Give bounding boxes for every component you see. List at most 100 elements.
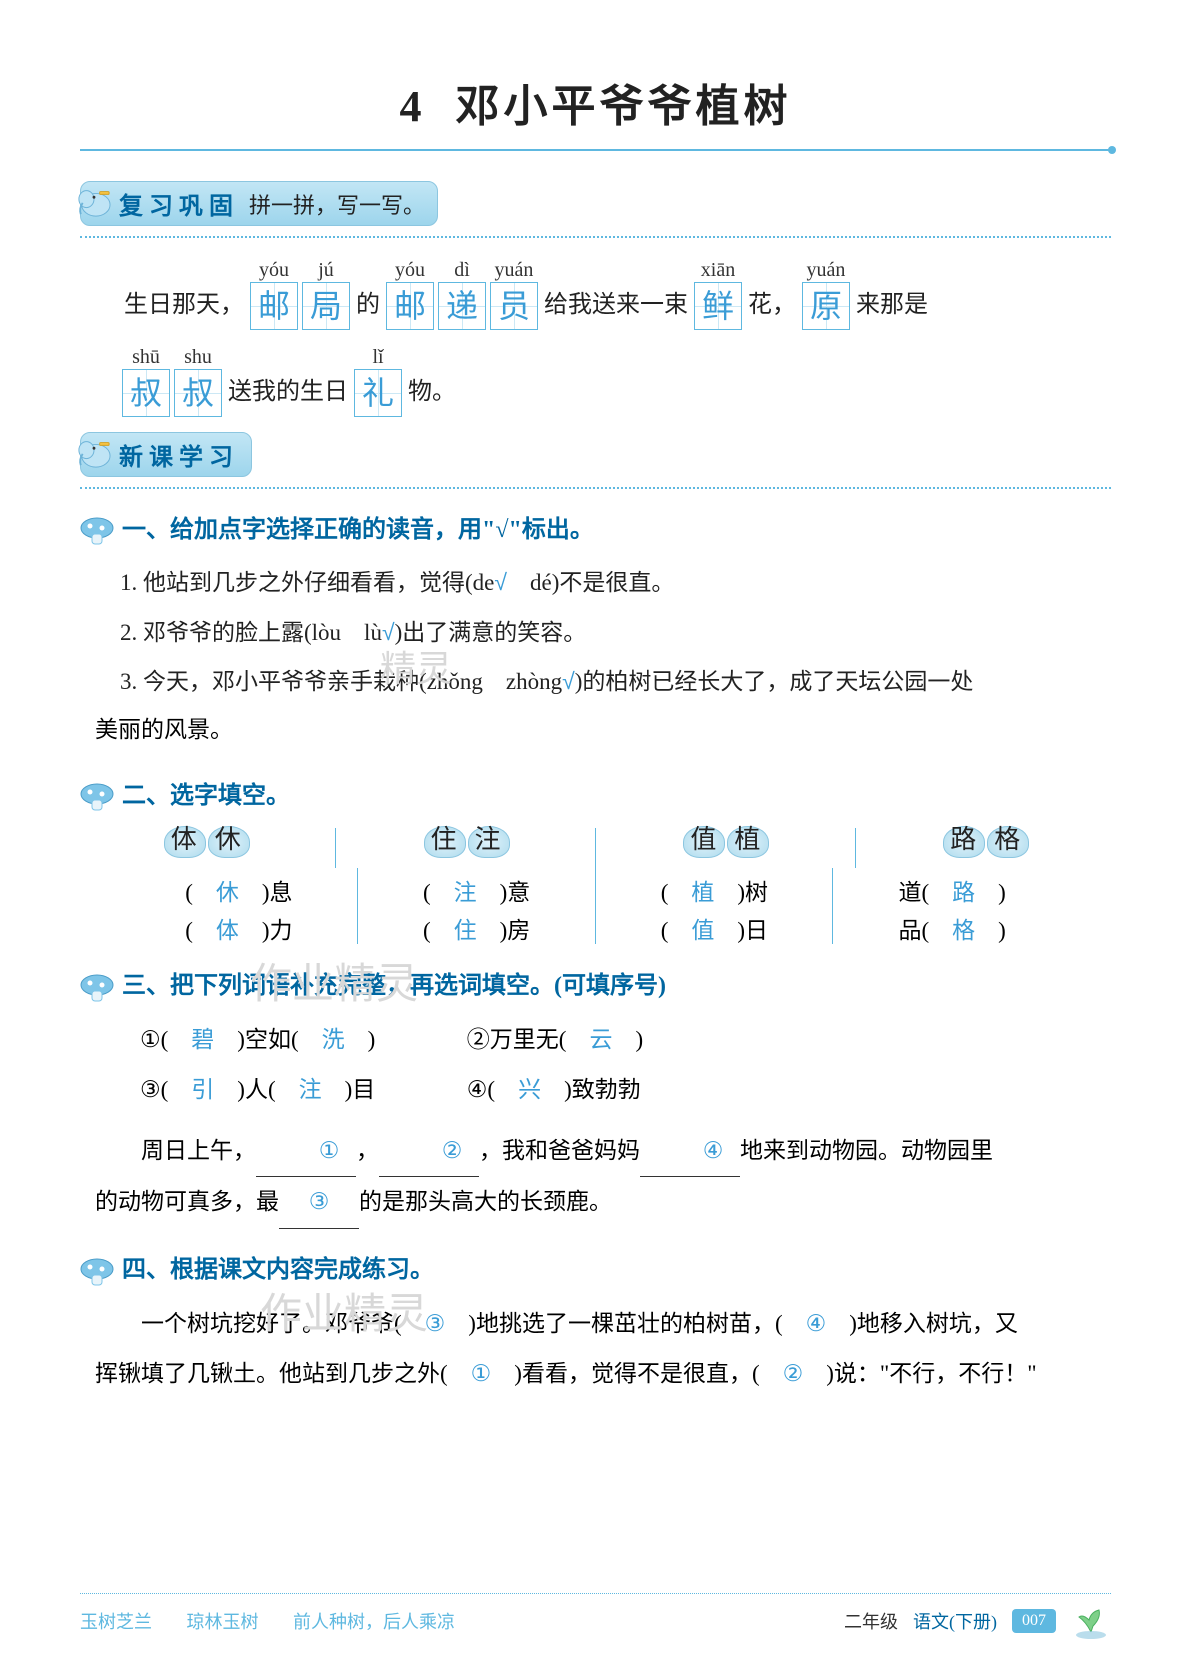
page-footer: 玉树芝兰 琼林玉树 前人种树，后人乘凉 二年级 语文(下册) 007 bbox=[80, 1593, 1111, 1640]
q2-title: 二、选字填空。 bbox=[80, 775, 1111, 812]
fill-item: ( 注 )意 bbox=[358, 873, 596, 907]
char-answer: 递 bbox=[438, 282, 486, 330]
q1-item: 2. 邓爷爷的脸上露(lòu lù√)出了满意的笑容。 bbox=[120, 608, 1111, 657]
q2-choices: 体 休 住 注 值 植 路 格 bbox=[120, 824, 1071, 868]
mushroom-icon bbox=[80, 1257, 114, 1287]
idiom-answer: 碧 bbox=[191, 1027, 214, 1052]
footer-idiom: 前人种树，后人乘凉 bbox=[293, 1612, 455, 1632]
footer-subject: 语文(下册) bbox=[913, 1608, 997, 1634]
fill-item: ( 值 )日 bbox=[596, 911, 834, 945]
page-number: 007 bbox=[1012, 1609, 1056, 1633]
leaf-icon: 注 bbox=[468, 824, 508, 860]
pinyin: yuán bbox=[490, 258, 538, 282]
text-part: 生日那天， bbox=[124, 280, 244, 330]
lesson-number: 4 bbox=[400, 81, 422, 132]
review-tag: 复习巩固 拼一拼，写一写。 bbox=[80, 181, 438, 226]
pinyin: yuán bbox=[802, 258, 850, 282]
review-sentence-1: 生日那天， yóu 邮 jú 局 的 yóu 邮 dì 递 yuán 员 给我送… bbox=[120, 258, 1111, 330]
choice-pair: 体 休 bbox=[164, 824, 248, 868]
fill-answer: ④ bbox=[806, 1311, 827, 1336]
vertical-divider bbox=[855, 828, 856, 868]
fill-answer: 体 bbox=[216, 918, 239, 943]
new-study-section: 新课学习 bbox=[80, 432, 1111, 489]
text-part: 送我的生日 bbox=[228, 367, 348, 417]
char-answer: 礼 bbox=[354, 369, 402, 417]
q1-title: 一、给加点字选择正确的读音，用"√"标出。 bbox=[80, 509, 1111, 546]
idiom-answer: 兴 bbox=[518, 1077, 541, 1102]
q-title-text: 一、给加点字选择正确的读音，用"√"标出。 bbox=[122, 517, 594, 543]
q3-para-line2: 的动物可真多，最③的是那头高大的长颈鹿。 bbox=[95, 1177, 1096, 1229]
q2-row2: ( 体 )力 ( 住 )房 ( 值 )日 品( 格 ) bbox=[120, 911, 1071, 945]
choice-pair: 住 注 bbox=[424, 824, 508, 868]
text-part: 的 bbox=[356, 280, 380, 330]
leaf-icon: 植 bbox=[727, 824, 767, 860]
fill-item: 品( 格 ) bbox=[833, 911, 1071, 945]
word-box: shu 叔 bbox=[174, 345, 222, 417]
fill-answer: 休 bbox=[216, 880, 239, 905]
pinyin: dì bbox=[438, 258, 486, 282]
char-answer: 邮 bbox=[250, 282, 298, 330]
char-answer: 局 bbox=[302, 282, 350, 330]
q3-idioms: ①( 碧 )空如( 洗 ) ②万里无( 云 ) ③( 引 )人( 注 )目 ④(… bbox=[140, 1015, 1111, 1116]
fill-answer: ③ bbox=[425, 1311, 446, 1336]
sprout-icon bbox=[1071, 1602, 1111, 1640]
q1-item: 3. 今天，邓小平爷爷亲手栽种(zhǒng zhòng√)的柏树已经长大了，成了… bbox=[120, 657, 1111, 706]
word-box: lǐ 礼 bbox=[354, 345, 402, 417]
vertical-divider bbox=[335, 828, 336, 868]
q-title-text: 二、选字填空。 bbox=[122, 783, 290, 809]
fill-item: ( 休 )息 bbox=[120, 873, 358, 907]
leaf-icon: 值 bbox=[683, 824, 723, 860]
word-box: dì 递 bbox=[438, 258, 486, 330]
footer-page-info: 二年级 语文(下册) 007 bbox=[844, 1602, 1111, 1640]
q2-row1: ( 休 )息 ( 注 )意 ( 植 )树 道( 路 ) bbox=[120, 873, 1071, 907]
lesson-title: 4 邓小平爷爷植树 bbox=[80, 70, 1111, 134]
footer-idiom: 琼林玉树 bbox=[187, 1612, 259, 1632]
leaf-icon: 休 bbox=[208, 824, 248, 860]
idiom-answer: 注 bbox=[299, 1077, 322, 1102]
fill-answer: ② bbox=[783, 1361, 804, 1386]
char-answer: 鲜 bbox=[694, 282, 742, 330]
choice-pair: 值 植 bbox=[683, 824, 767, 868]
char-answer: 叔 bbox=[174, 369, 222, 417]
fill-item: 道( 路 ) bbox=[833, 873, 1071, 907]
word-box: shū 叔 bbox=[122, 345, 170, 417]
char-answer: 员 bbox=[490, 282, 538, 330]
review-sub: 拼一拼，写一写。 bbox=[249, 188, 425, 220]
elephant-icon bbox=[75, 435, 113, 469]
idiom-answer: 洗 bbox=[322, 1027, 345, 1052]
idiom-line: ①( 碧 )空如( 洗 ) ②万里无( 云 ) bbox=[140, 1015, 1111, 1066]
blank-answer: ④ bbox=[640, 1126, 740, 1178]
fill-answer: 格 bbox=[952, 918, 975, 943]
blank-answer: ③ bbox=[279, 1177, 359, 1229]
fill-answer: ① bbox=[471, 1361, 492, 1386]
leaf-icon: 体 bbox=[164, 824, 204, 860]
leaf-icon: 住 bbox=[424, 824, 464, 860]
pinyin: shū bbox=[122, 345, 170, 369]
pinyin: yóu bbox=[250, 258, 298, 282]
review-label: 复习巩固 bbox=[119, 186, 239, 221]
word-box: jú 局 bbox=[302, 258, 350, 330]
text-part: 物。 bbox=[408, 367, 456, 417]
idiom-answer: 云 bbox=[589, 1027, 612, 1052]
title-divider bbox=[80, 149, 1111, 151]
char-answer: 原 bbox=[802, 282, 850, 330]
idiom-line: ③( 引 )人( 注 )目 ④( 兴 )致勃勃 bbox=[140, 1065, 1111, 1116]
fill-answer: 植 bbox=[691, 880, 714, 905]
idiom-answer: 引 bbox=[191, 1077, 214, 1102]
pinyin: xiān bbox=[694, 258, 742, 282]
section-divider bbox=[80, 236, 1111, 238]
pinyin: shu bbox=[174, 345, 222, 369]
word-box: yóu 邮 bbox=[386, 258, 434, 330]
pinyin: yóu bbox=[386, 258, 434, 282]
mushroom-icon bbox=[80, 973, 114, 1003]
word-box: yuán 原 bbox=[802, 258, 850, 330]
text-part: 给我送来一束 bbox=[544, 280, 688, 330]
char-answer: 邮 bbox=[386, 282, 434, 330]
fill-answer: 住 bbox=[454, 918, 477, 943]
leaf-icon: 格 bbox=[987, 824, 1027, 860]
footer-grade: 二年级 bbox=[844, 1608, 898, 1634]
blank-answer: ① bbox=[256, 1126, 356, 1178]
elephant-icon bbox=[75, 184, 113, 218]
leaf-icon: 路 bbox=[943, 824, 983, 860]
blank-answer: ② bbox=[379, 1126, 479, 1178]
